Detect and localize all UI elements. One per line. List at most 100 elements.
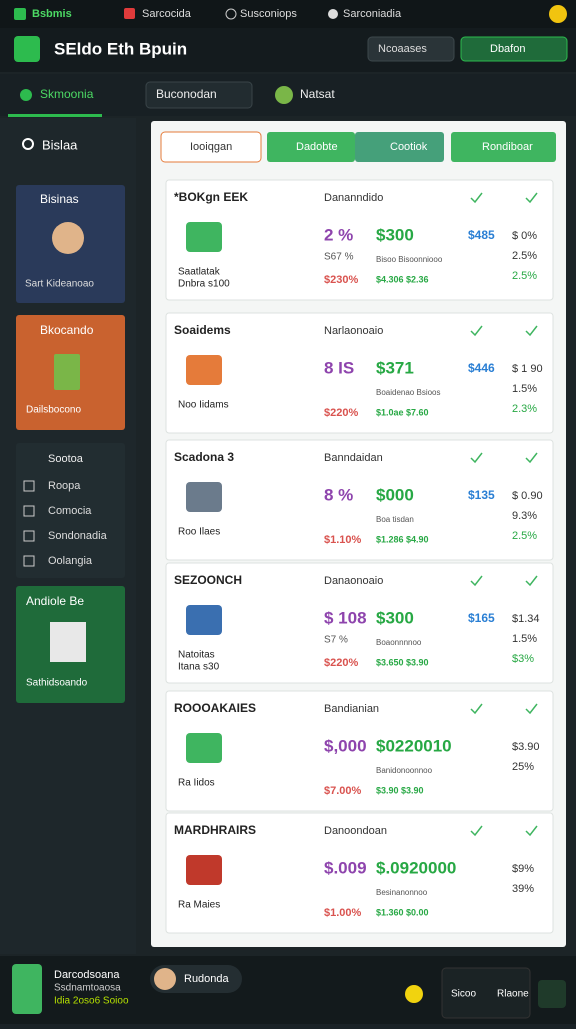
card-title: Soaidems <box>174 323 231 337</box>
item-value: $,000 <box>324 736 367 755</box>
avatar <box>12 964 42 1014</box>
item-value: $220% <box>324 407 358 419</box>
menu-item[interactable]: Sondonadia <box>48 530 108 542</box>
app-title: SEldo Eth Bpuin <box>54 39 187 58</box>
button-label[interactable]: Sicoo <box>451 989 476 1000</box>
item-value: $ 0.90 <box>512 490 543 502</box>
nav-item[interactable]: Natsat <box>300 87 335 101</box>
item-value: $300 <box>376 225 414 244</box>
check-icon <box>470 575 483 587</box>
sidebar-search[interactable]: Bislaa <box>42 137 78 152</box>
card-caption: Dailsbocono <box>26 405 81 416</box>
item-value: $9% <box>512 863 534 875</box>
card[interactable] <box>165 562 554 684</box>
item-value: $3.650 $3.90 <box>376 657 429 667</box>
check-icon <box>525 575 538 587</box>
button-label[interactable]: Ncoaases <box>378 43 427 55</box>
item-icon <box>186 605 222 635</box>
item-caption: Ra Maies <box>178 900 220 911</box>
card[interactable] <box>165 439 554 561</box>
item-value: $4.306 $2.36 <box>376 274 429 284</box>
button-label[interactable]: Dbafon <box>490 43 525 55</box>
card-title: Scadona 3 <box>174 450 234 464</box>
card-caption: Sart Kideanoao <box>25 279 94 290</box>
item-icon <box>186 482 222 512</box>
search-box[interactable] <box>160 131 262 163</box>
menu-checkbox <box>23 480 35 492</box>
button[interactable] <box>355 132 444 162</box>
card[interactable] <box>165 179 554 301</box>
item-value: 8 % <box>324 485 353 504</box>
item-value: $230% <box>324 274 358 286</box>
menu-item[interactable]: Roopa <box>48 480 81 492</box>
item-value: $220% <box>324 657 358 669</box>
button[interactable] <box>451 132 556 162</box>
button[interactable] <box>267 132 355 162</box>
icon <box>54 354 80 390</box>
user-name[interactable]: Rudonda <box>184 973 230 985</box>
check-icon <box>525 452 538 464</box>
nav-icon <box>275 86 293 104</box>
column-header: Bandianian <box>324 703 379 715</box>
item-value: $135 <box>468 488 495 502</box>
menu-list: Roopa Comocia Sondonadia Oolangia <box>23 480 108 567</box>
item-value: $165 <box>468 611 495 625</box>
item-value: $485 <box>468 228 495 242</box>
item-value: $1.286 $4.90 <box>376 534 429 544</box>
card-title: *BOKgn EEK <box>174 190 248 204</box>
item-value: 8 IS <box>324 358 354 377</box>
icon-button[interactable] <box>538 980 566 1008</box>
search-placeholder[interactable]: Iooiqgan <box>190 141 232 153</box>
menu-title[interactable]: Sootoa <box>48 453 84 465</box>
item-value: S67 % <box>324 252 354 263</box>
item-value: $3.90 <box>512 741 540 753</box>
item-value: $000 <box>376 485 414 504</box>
item-value: $.0920000 <box>376 858 456 877</box>
column-header: Danaonoaio <box>324 575 383 587</box>
card[interactable] <box>165 812 554 934</box>
card[interactable] <box>165 690 554 812</box>
item-caption: Dnbra s100 <box>178 279 230 290</box>
item-value: 1.5% <box>512 383 537 395</box>
icon[interactable] <box>405 985 423 1003</box>
item-caption: Roo Ilaes <box>178 527 220 538</box>
menu-item[interactable]: Comocia <box>48 505 92 517</box>
dropdown-label[interactable]: Buconodan <box>156 87 217 101</box>
item-value: $3% <box>512 653 534 665</box>
tab-icon <box>328 9 338 19</box>
item-value: $1.0ae $7.60 <box>376 407 429 417</box>
button-label[interactable]: Cootiok <box>390 141 428 153</box>
dropdown[interactable] <box>145 81 253 109</box>
item-caption: Saatlatak <box>178 267 221 278</box>
column-header: Narlaonoaio <box>324 325 383 337</box>
avatar[interactable] <box>549 5 567 23</box>
button[interactable] <box>460 36 568 62</box>
button-label[interactable]: Rlaone <box>497 989 529 1000</box>
card-title: Bisinas <box>40 192 79 206</box>
tab[interactable]: Sarconiadia <box>343 8 402 20</box>
button[interactable] <box>367 36 455 62</box>
menu-item[interactable]: Oolangia <box>48 555 93 567</box>
card-caption: Sathidsoando <box>26 678 88 689</box>
tab[interactable]: Bsbmis <box>32 8 72 20</box>
button-label[interactable]: Rondiboar <box>482 141 533 153</box>
item-value: $300 <box>376 608 414 627</box>
item-value: Boaidenao Bsioos <box>376 388 441 397</box>
tab[interactable]: Susconiops <box>240 8 297 20</box>
column-header: Banndaidan <box>324 452 383 464</box>
card[interactable] <box>165 312 554 434</box>
tab-bar <box>0 0 576 28</box>
tab-icon <box>225 8 237 20</box>
nav-item[interactable]: Skmoonia <box>40 87 94 101</box>
tab-icon <box>124 8 135 19</box>
menu-checkbox <box>23 505 35 517</box>
tab-icon <box>14 8 26 20</box>
button-label[interactable]: Dadobte <box>296 141 338 153</box>
item-value: 39% <box>512 883 534 895</box>
item-caption: Noo Iidams <box>178 400 229 411</box>
tab[interactable]: Sarcocida <box>142 8 192 20</box>
check-icon <box>525 192 538 204</box>
check-icon <box>470 703 483 715</box>
